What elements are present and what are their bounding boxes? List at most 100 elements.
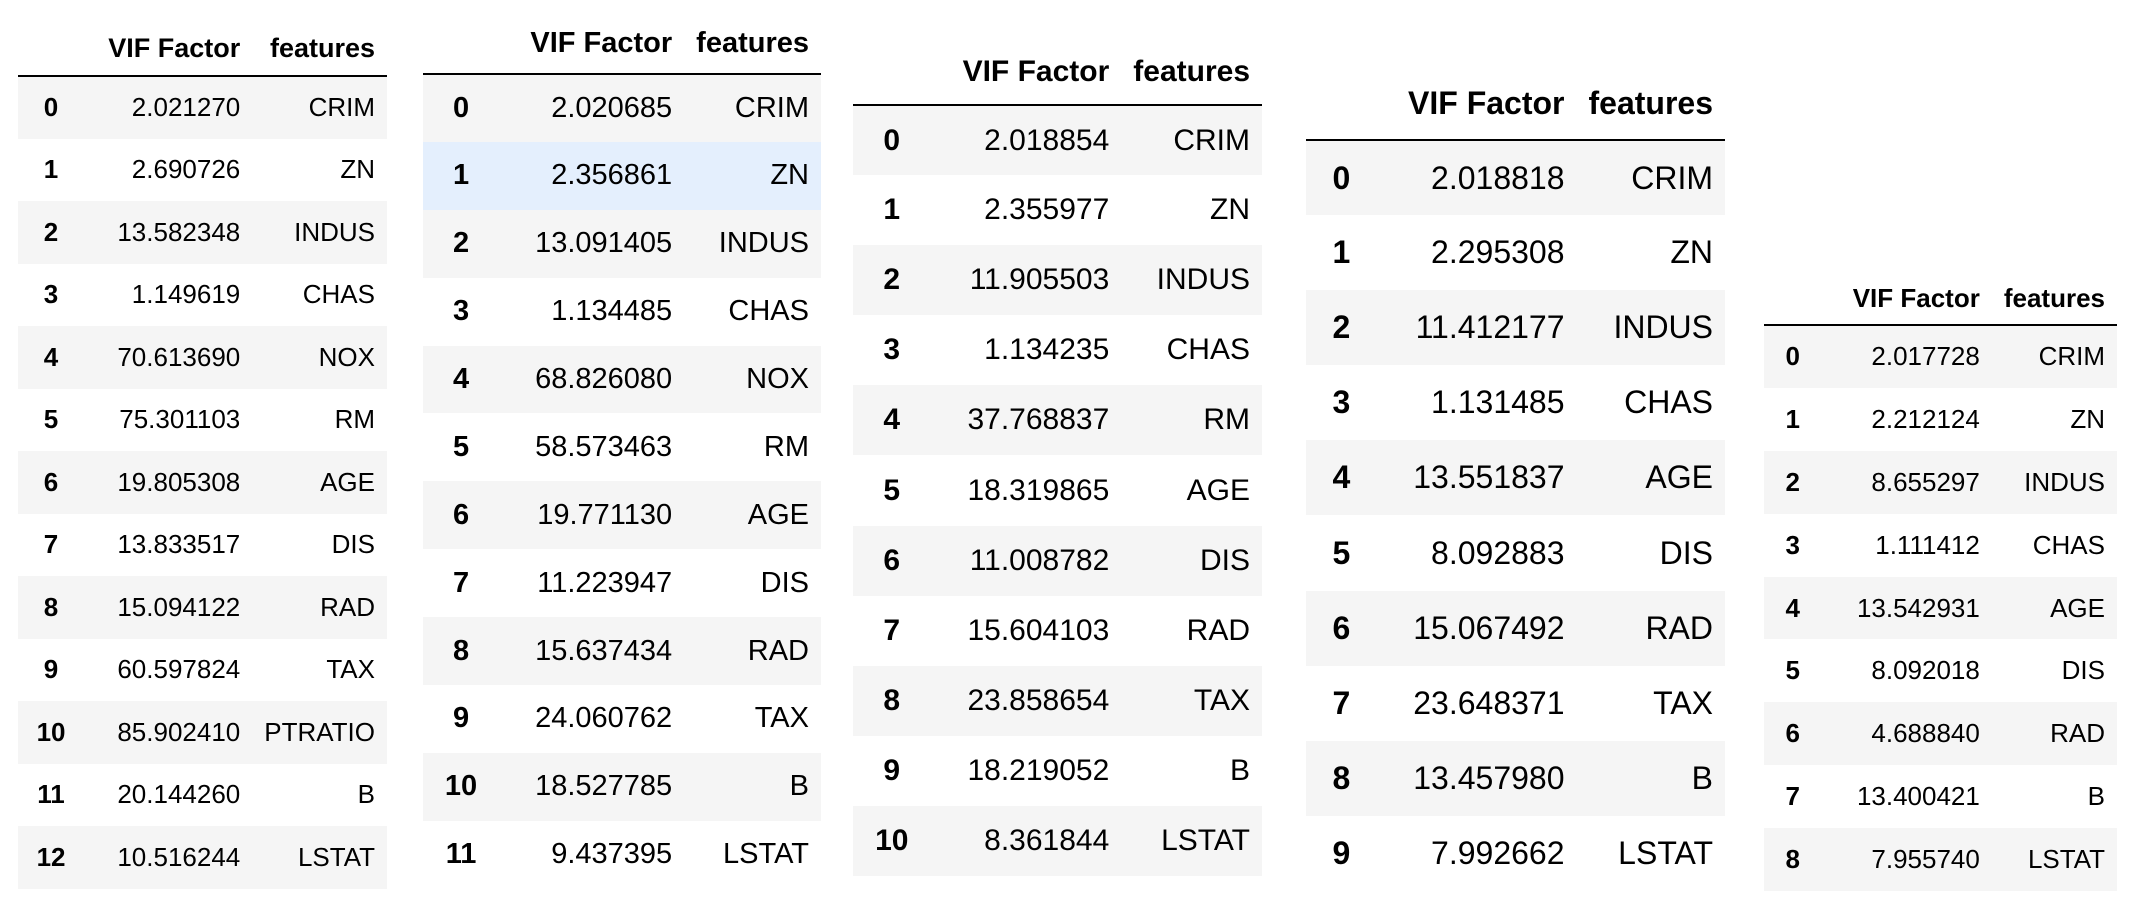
feature-cell: AGE [320, 466, 375, 497]
vif-factor-cell: 15.637434 [535, 634, 673, 667]
table-row: 7 13.833517 DIS [18, 513, 387, 576]
vif-factor-cell: 2.018818 [1431, 159, 1565, 196]
column-header-vif-factor: VIF Factor [84, 22, 253, 77]
index-header-blank [1306, 68, 1377, 141]
table-header: VIF Factor features [1306, 68, 1725, 141]
feature-cell: ZN [770, 159, 809, 192]
table-row: 5 58.573463 RM [423, 413, 821, 482]
row-index: 9 [883, 753, 901, 787]
feature-cell: CRIM [308, 92, 375, 123]
column-header-features: features [1121, 40, 1262, 106]
vif-factor-cell: 8.655297 [1871, 466, 1980, 497]
row-index: 10 [36, 716, 66, 747]
vif-factor-cell: 68.826080 [535, 363, 673, 395]
row-index: 5 [883, 473, 901, 507]
vif-factor-cell: 15.094122 [117, 591, 241, 622]
row-index: 11 [37, 779, 65, 810]
column-header-features: features [1576, 68, 1725, 141]
row-index: 0 [1785, 341, 1800, 372]
table-row: 8 15.094122 RAD [18, 576, 387, 639]
row-index: 1 [883, 193, 901, 227]
row-index: 1 [1785, 403, 1800, 434]
feature-cell: TAX [1653, 684, 1713, 721]
feature-cell: B [1691, 759, 1713, 796]
vif-table-5: VIF Factor features 0 2.017728 CRIM 1 2.212124… [1764, 272, 2117, 892]
table-row: 3 1.111412 CHAS [1764, 513, 2117, 577]
table-row: 10 18.527785 B [423, 752, 821, 821]
feature-cell: ZN [340, 154, 375, 185]
vif-factor-cell: 19.771130 [537, 498, 673, 531]
row-index: 5 [43, 404, 59, 435]
vif-factor-cell: 8.092883 [1431, 534, 1565, 571]
vif-factor-cell: 75.301103 [119, 404, 241, 435]
feature-cell: NOX [318, 341, 375, 372]
row-index: 7 [452, 566, 470, 599]
vif-factor-cell: 2.017728 [1871, 341, 1980, 372]
table-row: 7 13.400421 B [1764, 765, 2117, 829]
row-index: 7 [1785, 781, 1800, 812]
feature-cell: PTRATIO [264, 716, 375, 747]
feature-cell: CRIM [1173, 123, 1250, 157]
row-index: 4 [883, 403, 901, 437]
vif-factor-cell: 23.858654 [967, 683, 1110, 717]
table-header: VIF Factor features [853, 40, 1262, 106]
table-row: 11 9.437395 LSTAT [423, 820, 821, 889]
feature-cell: RM [1203, 403, 1250, 437]
vif-factor-cell: 7.955740 [1871, 844, 1980, 875]
row-index: 8 [43, 591, 59, 622]
vif-factor-cell: 2.355977 [984, 193, 1110, 227]
feature-cell: RAD [320, 591, 375, 622]
header-row: VIF Factor features [853, 40, 1262, 106]
table-row: 0 2.018818 CRIM [1306, 140, 1725, 216]
table-row: 2 11.905503 INDUS [853, 245, 1262, 316]
feature-cell: AGE [1645, 459, 1713, 496]
vif-factor-cell: 2.212124 [1871, 403, 1980, 434]
row-index: 4 [1332, 459, 1351, 496]
vif-factor-cell: 18.527785 [535, 770, 673, 803]
table-row: 1 2.212124 ZN [1764, 387, 2117, 451]
row-index: 2 [883, 263, 901, 297]
feature-cell: CHAS [2032, 529, 2105, 560]
table-row: 3 1.134235 CHAS [853, 315, 1262, 386]
column-header-vif-factor: VIF Factor [499, 14, 685, 75]
vif-factor-cell: 13.833517 [117, 529, 241, 560]
column-header-vif-factor: VIF Factor [1821, 272, 1992, 326]
row-index: 5 [1785, 655, 1800, 686]
feature-cell: DIS [331, 529, 375, 560]
table-row: 1 2.690726 ZN [18, 138, 387, 201]
row-index: 0 [452, 91, 470, 124]
vif-table-3: VIF Factor features 0 2.018854 CRIM 1 2.355977… [853, 40, 1262, 877]
feature-cell: CHAS [302, 279, 375, 310]
table-row: 2 13.582348 INDUS [18, 201, 387, 264]
table-row: 8 23.858654 TAX [853, 665, 1262, 736]
row-index: 11 [445, 838, 477, 871]
feature-cell: AGE [747, 498, 809, 531]
vif-factor-cell: 85.902410 [117, 716, 241, 747]
vif-factor-cell: 15.604103 [967, 613, 1110, 647]
table-row: 6 15.067492 RAD [1306, 590, 1725, 666]
vif-factor-cell: 24.060762 [535, 702, 673, 735]
header-row: VIF Factor features [1306, 68, 1725, 141]
row-index: 3 [1332, 384, 1351, 421]
table-row: 5 75.301103 RM [18, 388, 387, 451]
table-row: 10 85.902410 PTRATIO [18, 701, 387, 764]
table-row: 4 13.542931 AGE [1764, 576, 2117, 640]
table-row: 7 15.604103 RAD [853, 595, 1262, 666]
feature-cell: TAX [326, 654, 375, 685]
table-row: 8 7.955740 LSTAT [1764, 828, 2117, 892]
vif-factor-cell: 18.219052 [967, 753, 1110, 787]
row-index: 6 [883, 543, 901, 577]
feature-cell: ZN [1670, 234, 1713, 271]
vif-table-1: VIF Factor features 0 2.021270 CRIM 1 2.690726… [18, 22, 387, 889]
feature-cell: RM [763, 430, 809, 463]
feature-cell: DIS [2061, 655, 2105, 686]
table-header: VIF Factor features [423, 14, 821, 75]
row-index: 1 [452, 159, 470, 192]
feature-cell: LSTAT [1618, 834, 1713, 871]
table-row: 9 18.219052 B [853, 735, 1262, 806]
feature-cell: CHAS [1166, 333, 1250, 367]
row-index: 5 [452, 430, 470, 463]
table-row: 9 7.992662 LSTAT [1306, 815, 1725, 891]
row-index: 2 [452, 227, 470, 260]
table-body: 0 2.020685 CRIM 1 2.356861 ZN 2 13.091405 INDUS 3… [423, 74, 821, 889]
